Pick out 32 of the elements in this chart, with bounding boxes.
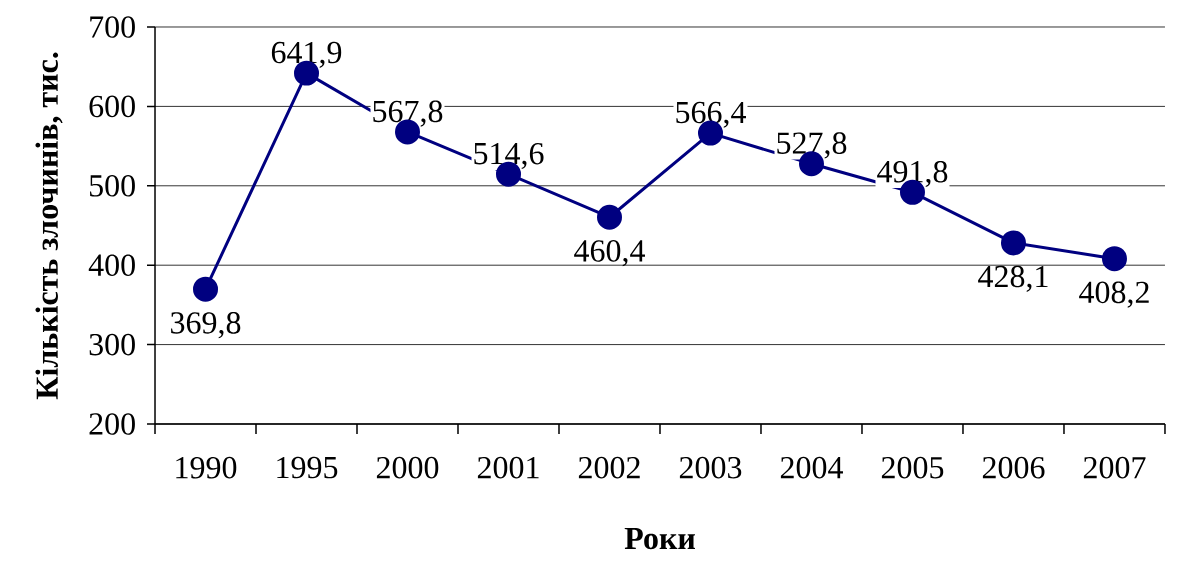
data-label: 566,4 <box>676 101 746 128</box>
data-label: 641,9 <box>271 41 342 68</box>
data-label: 460,4 <box>574 240 645 267</box>
x-tick-label: 2003 <box>679 456 742 479</box>
point <box>597 204 622 230</box>
data-label: 514,6 <box>474 142 544 169</box>
data-label: 369,8 <box>171 312 241 339</box>
x-tick-label: 2001 <box>477 456 539 479</box>
x-tick-label: 1990 <box>176 456 237 479</box>
point <box>193 276 219 302</box>
point <box>1101 246 1127 272</box>
y-axis-title: Кількість злочинів, тис. <box>35 52 63 400</box>
x-tick-label: 2006 <box>982 456 1045 479</box>
point <box>1000 230 1026 256</box>
data-label: 527,8 <box>777 132 847 159</box>
y-tick-label: 200 <box>89 413 135 435</box>
y-tick-label: 500 <box>90 174 135 197</box>
x-tick-label: 1995 <box>277 456 338 479</box>
y-tick-label: 600 <box>89 95 135 118</box>
y-tick-label: 300 <box>89 333 135 356</box>
x-tick-label: 2002 <box>578 456 640 479</box>
x-tick-label: 2007 <box>1083 456 1146 479</box>
data-label: 408,2 <box>1079 281 1149 308</box>
x-tick-label: 2000 <box>376 456 439 479</box>
x-tick-label: 2005 <box>881 456 944 479</box>
y-tick-label: 400 <box>88 254 135 276</box>
data-label: 428,1 <box>978 265 1048 292</box>
x-axis-title: Роки <box>624 527 695 550</box>
data-label: 567,8 <box>373 100 443 127</box>
data-label: 491,8 <box>877 160 948 188</box>
y-tick-label: 700 <box>90 16 135 38</box>
x-tick-label: 2004 <box>780 456 843 479</box>
